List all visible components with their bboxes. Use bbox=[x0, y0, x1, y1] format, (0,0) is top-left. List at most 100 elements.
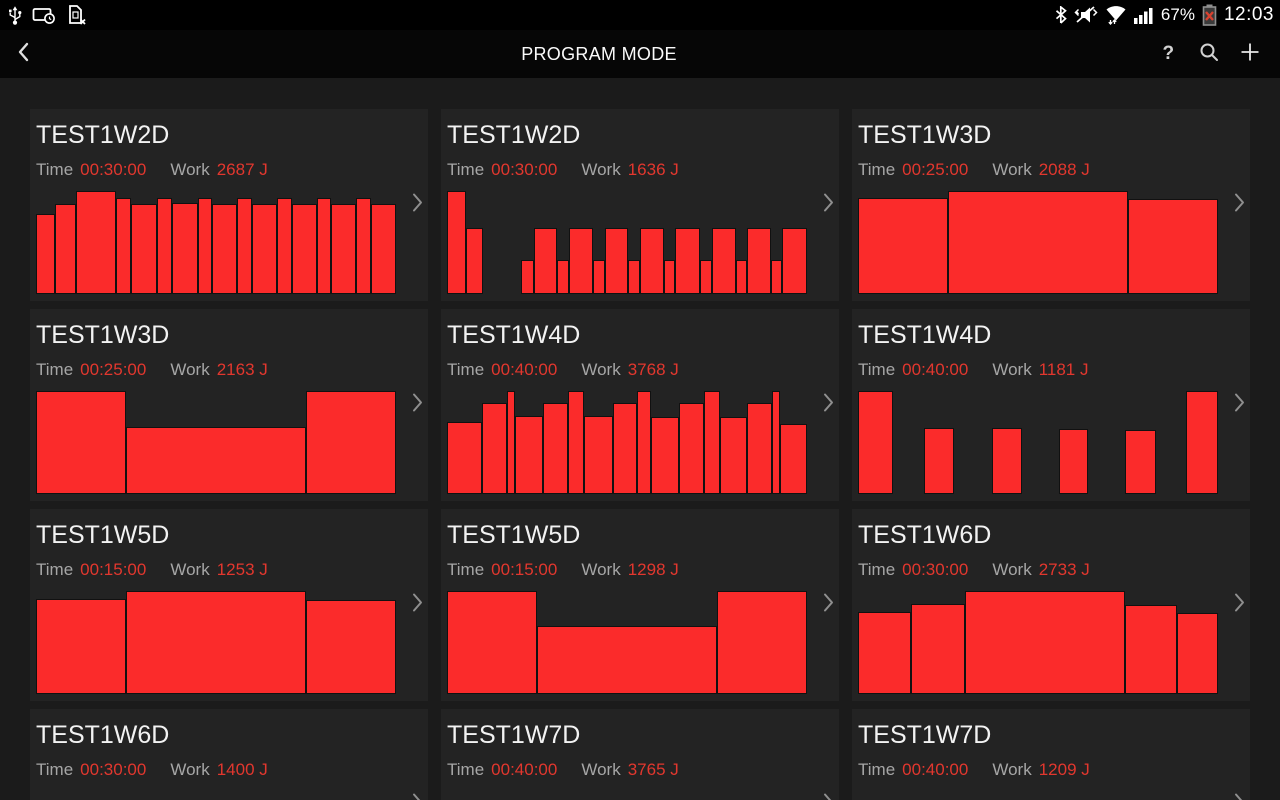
chart-bar bbox=[331, 204, 356, 294]
work-group: Work 1181 J bbox=[992, 360, 1088, 380]
program-chart bbox=[36, 591, 397, 694]
program-card[interactable]: TEST1W2D Time 00:30:00 Work 2687 J bbox=[30, 109, 428, 301]
work-value: 1253 J bbox=[216, 560, 268, 579]
program-chart bbox=[447, 591, 807, 694]
chart-bar bbox=[126, 591, 306, 694]
help-button[interactable]: ? bbox=[1152, 34, 1185, 74]
chart-bar bbox=[651, 416, 680, 494]
chart-bar bbox=[536, 626, 718, 694]
program-title: TEST1W6D bbox=[36, 721, 170, 749]
program-grid: TEST1W2D Time 00:30:00 Work 2687 J TEST1… bbox=[30, 109, 1250, 800]
chart-bar bbox=[948, 191, 1128, 294]
work-value: 2733 J bbox=[1038, 560, 1090, 579]
program-card[interactable]: TEST1W6D Time 00:30:00 Work 1400 J bbox=[30, 709, 428, 800]
program-meta: Time 00:25:00 Work 2163 J bbox=[36, 360, 422, 380]
program-title: TEST1W7D bbox=[858, 721, 992, 749]
chart-bar bbox=[292, 204, 318, 294]
time-value: 00:40:00 bbox=[902, 760, 969, 779]
work-label: Work bbox=[992, 560, 1032, 579]
work-label: Work bbox=[581, 360, 621, 379]
chevron-right-icon bbox=[412, 393, 423, 418]
chart-bar bbox=[747, 228, 772, 294]
work-group: Work 2088 J bbox=[992, 160, 1089, 180]
program-card[interactable]: TEST1W4D Time 00:40:00 Work 3768 J bbox=[441, 309, 839, 501]
chart-bar bbox=[212, 204, 238, 294]
program-card[interactable]: TEST1W3D Time 00:25:00 Work 2163 J bbox=[30, 309, 428, 501]
chart-bar bbox=[858, 198, 949, 294]
time-value: 00:25:00 bbox=[80, 360, 147, 379]
usb-icon bbox=[8, 5, 22, 25]
chevron-right-icon bbox=[412, 593, 423, 618]
program-meta: Time 00:15:00 Work 1253 J bbox=[36, 560, 422, 580]
work-value: 3768 J bbox=[627, 360, 679, 379]
program-card[interactable]: TEST1W4D Time 00:40:00 Work 1181 J bbox=[852, 309, 1250, 501]
screen-timeout-icon bbox=[32, 5, 56, 25]
plus-icon bbox=[1240, 42, 1260, 67]
chevron-right-icon bbox=[823, 193, 834, 218]
chevron-right-icon bbox=[823, 793, 834, 800]
chart-bar bbox=[628, 260, 640, 294]
program-meta: Time 00:30:00 Work 2687 J bbox=[36, 160, 422, 180]
chart-bar bbox=[55, 204, 76, 294]
battery-percent: 67% bbox=[1160, 5, 1195, 24]
search-button[interactable] bbox=[1193, 34, 1226, 74]
chart-bar bbox=[735, 260, 748, 294]
work-label: Work bbox=[170, 160, 210, 179]
chart-bar bbox=[636, 391, 652, 494]
time-value: 00:30:00 bbox=[80, 760, 147, 779]
time-label: Time bbox=[858, 360, 896, 379]
back-button[interactable] bbox=[0, 30, 46, 78]
status-bar-right: 67% 12:03 bbox=[1055, 4, 1276, 26]
time-value: 00:15:00 bbox=[80, 560, 147, 579]
chart-bar bbox=[771, 391, 781, 494]
work-label: Work bbox=[992, 360, 1032, 379]
program-card[interactable]: TEST1W3D Time 00:25:00 Work 2088 J bbox=[852, 109, 1250, 301]
chart-bar bbox=[371, 204, 396, 294]
time-label: Time bbox=[447, 360, 485, 379]
program-chart bbox=[447, 791, 807, 800]
program-chart bbox=[858, 391, 1218, 494]
program-card[interactable]: TEST1W7D Time 00:40:00 Work 3765 J bbox=[441, 709, 839, 800]
chart-bar bbox=[507, 391, 516, 494]
chart-bar bbox=[663, 260, 676, 294]
chart-bar bbox=[780, 423, 807, 494]
chart-bar bbox=[481, 403, 508, 494]
chart-bar bbox=[1125, 430, 1156, 494]
work-group: Work 3765 J bbox=[581, 760, 678, 780]
work-group: Work 1400 J bbox=[170, 760, 267, 780]
work-label: Work bbox=[581, 160, 621, 179]
time-label: Time bbox=[447, 160, 485, 179]
chart-bar bbox=[858, 391, 894, 494]
chart-bar bbox=[306, 600, 397, 694]
program-chart bbox=[36, 791, 396, 800]
add-program-button[interactable] bbox=[1233, 34, 1266, 74]
program-meta: Time 00:30:00 Work 1636 J bbox=[447, 160, 833, 180]
chart-bar bbox=[746, 403, 772, 494]
program-card[interactable]: TEST1W6D Time 00:30:00 Work 2733 J bbox=[852, 509, 1250, 701]
chart-bar bbox=[568, 391, 584, 494]
work-label: Work bbox=[170, 760, 210, 779]
program-title: TEST1W2D bbox=[447, 121, 581, 149]
search-icon bbox=[1199, 42, 1219, 67]
chart-bar bbox=[355, 198, 372, 294]
work-value: 2687 J bbox=[216, 160, 268, 179]
time-label: Time bbox=[36, 360, 74, 379]
time-value: 00:40:00 bbox=[491, 360, 558, 379]
time-value: 00:15:00 bbox=[491, 560, 558, 579]
chart-bar bbox=[992, 428, 1022, 494]
chart-bar bbox=[569, 228, 593, 294]
chart-bar bbox=[1177, 612, 1219, 694]
chart-bar bbox=[1059, 429, 1088, 494]
program-card[interactable]: TEST1W5D Time 00:15:00 Work 1298 J bbox=[441, 509, 839, 701]
action-bar-actions: ? bbox=[1152, 34, 1280, 74]
program-card[interactable]: TEST1W7D Time 00:40:00 Work 1209 J bbox=[852, 709, 1250, 800]
chart-bar bbox=[557, 260, 570, 294]
program-meta: Time 00:30:00 Work 1400 J bbox=[36, 760, 422, 780]
chart-bar bbox=[36, 391, 126, 494]
program-card[interactable]: TEST1W2D Time 00:30:00 Work 1636 J bbox=[441, 109, 839, 301]
chevron-right-icon bbox=[1234, 793, 1245, 800]
program-card[interactable]: TEST1W5D Time 00:15:00 Work 1253 J bbox=[30, 509, 428, 701]
chart-bar bbox=[700, 260, 712, 294]
chart-bar bbox=[612, 403, 637, 494]
time-label: Time bbox=[36, 560, 74, 579]
